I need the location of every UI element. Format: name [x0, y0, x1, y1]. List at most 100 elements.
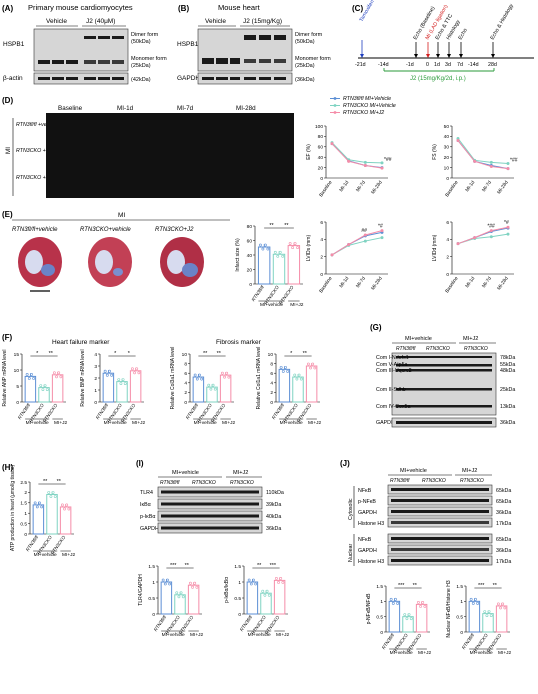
data-point [489, 235, 493, 239]
data-point [473, 236, 477, 240]
panel-a-dimer-kda: (50kDa) [131, 39, 151, 45]
panel-c-tick: -14d [378, 62, 389, 68]
x-tick-label: Baseline [444, 179, 460, 198]
chart-12: 00.511.5p-NFκB/NFκBRTN3fl/flRTN3CKORTN3C… [366, 583, 432, 656]
panel-j-letter: (J) [340, 459, 350, 468]
y-tick-label: 40 [247, 253, 253, 259]
data-point [57, 371, 61, 375]
data-point [489, 229, 493, 233]
data-point [489, 614, 493, 618]
sig-annotation: *# [378, 224, 383, 230]
data-point [474, 597, 477, 601]
data-point [380, 229, 384, 233]
panel-j-row: Histone H3 [358, 521, 384, 527]
y-tick-label: 2 [94, 376, 97, 382]
bar [51, 374, 64, 403]
data-point [489, 160, 493, 164]
legend-label: RTN3CKO MI+J2 [343, 110, 384, 116]
group-label: MI+J2 [62, 552, 76, 558]
bar [129, 370, 142, 403]
y-tick-label: 6 [184, 371, 187, 377]
y-tick-label: 6 [270, 371, 273, 377]
x-tick-label: MI-28d [496, 179, 510, 195]
data-point [299, 377, 303, 381]
y-tick-label: 0 [320, 272, 323, 278]
group-label: MI+vehicle [194, 420, 217, 426]
data-point [59, 375, 63, 379]
sig-label: * [114, 351, 117, 357]
data-point [63, 507, 66, 511]
data-point [416, 601, 420, 604]
data-point [313, 366, 317, 370]
bar [192, 376, 205, 403]
y-tick-label: 8 [270, 361, 273, 367]
panel-h-letter: (H) [2, 463, 13, 472]
panel-a-hspb1-blot [33, 28, 129, 72]
data-point [227, 375, 231, 379]
bar [278, 368, 291, 403]
data-point [330, 142, 334, 146]
data-point [198, 373, 201, 377]
panel-j-blots: MI+vehicle MI+J2 RTN3fl/fl RTN3CKO RTN3C… [348, 468, 511, 566]
data-point [60, 503, 64, 507]
data-point [284, 365, 287, 369]
panel-d: (D) Baseline MI-1d MI-7d MI-28d MI RTN3f… [2, 96, 294, 198]
data-point [506, 232, 510, 236]
bar [273, 579, 286, 615]
panel-g-hdr-j2: MI+J2 [463, 336, 478, 342]
panel-i-letter: (I) [136, 459, 144, 468]
sig-annotation: ## [361, 228, 367, 234]
y-tick-label: 2 [270, 390, 273, 396]
group-label: MI+vehicle [260, 302, 283, 308]
data-point [195, 585, 199, 589]
panel-c-arrows [360, 40, 495, 58]
data-point [506, 161, 510, 165]
panel-d-row-label: RTN3CKO +vehicle [16, 148, 62, 154]
y-tick-label: 1.5 [376, 584, 383, 590]
data-point [179, 591, 183, 595]
y-axis-label: Infarct size (%) [235, 238, 241, 272]
panel-c-tick: -1d [406, 62, 414, 68]
panel-i-lane: RTN3CKO [230, 480, 254, 486]
panel-b-monomer-kda: (25kDa) [295, 63, 315, 69]
panel-c-tick: 28d [488, 62, 497, 68]
data-point [279, 365, 283, 369]
data-point [263, 243, 267, 247]
sig-label: ** [284, 223, 289, 229]
data-point [209, 387, 213, 391]
data-point [166, 578, 169, 582]
data-point [223, 375, 226, 379]
panel-c-tick: -21d [355, 62, 366, 68]
data-point [195, 377, 199, 381]
panel-b-row-gapdh: GAPDH [177, 75, 200, 82]
sig-annotation: *## [487, 224, 495, 230]
data-point [291, 246, 295, 249]
x-tick-label: MI-1d [338, 179, 350, 193]
series-line [457, 233, 509, 245]
panel-c: (C) Tamoxifen induction Echo (Baseline) … [352, 0, 534, 82]
data-point [55, 375, 58, 379]
data-point [261, 247, 265, 251]
y-tick-label: 80 [318, 134, 324, 140]
series-line [457, 140, 509, 170]
data-point [53, 495, 57, 498]
panel-a-dimer-label: Dimer form [131, 32, 159, 38]
panel-j-kda: 17kDa [496, 521, 511, 527]
y-tick-label: 10 [182, 352, 188, 358]
data-point [207, 383, 211, 387]
panel-j-row: p-NFκB [358, 499, 376, 505]
panel-a-col-j2: J2 (40μM) [86, 18, 115, 25]
group-label: MI+J2 [308, 420, 322, 426]
group-label: MI+vehicle [470, 650, 493, 656]
y-tick-label: 1.5 [234, 564, 241, 570]
panel-i-lane: RTN3fl/fl [160, 480, 180, 486]
panel-a-col-vehicle: Vehicle [46, 18, 67, 25]
data-point [311, 362, 315, 366]
y-tick-label: 1.5 [148, 564, 155, 570]
data-point [456, 136, 460, 140]
series-line [331, 143, 383, 169]
y-tick-label: 4 [446, 237, 449, 243]
panel-j-lane: RTN3fl/fl [390, 478, 410, 484]
data-point [211, 383, 215, 387]
